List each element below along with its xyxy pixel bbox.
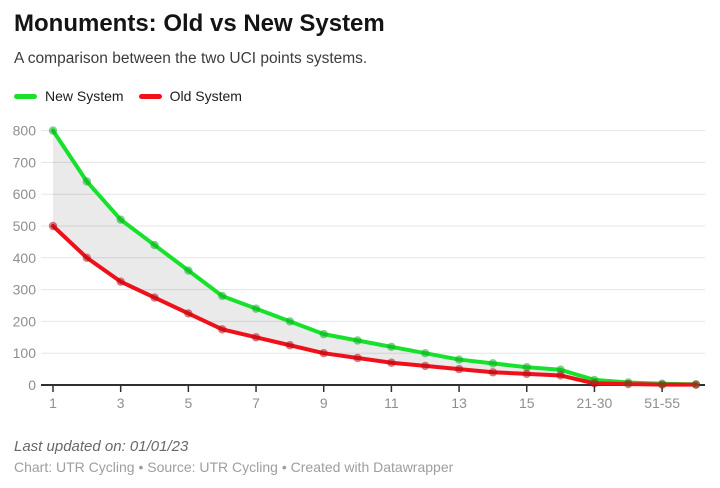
data-point-new-system-5[interactable] bbox=[184, 266, 193, 275]
data-point-old-system-14[interactable] bbox=[488, 368, 498, 377]
x-axis-label-1: 1 bbox=[49, 395, 57, 411]
legend: New System Old System bbox=[14, 88, 242, 104]
last-updated-note: Last updated on: 01/01/23 bbox=[14, 438, 189, 455]
y-axis-label-300: 300 bbox=[13, 282, 37, 298]
y-axis-label-500: 500 bbox=[13, 218, 37, 234]
x-axis-label-51-55: 51-55 bbox=[644, 395, 680, 411]
data-point-new-system-15[interactable] bbox=[522, 362, 531, 372]
data-point-old-system-11[interactable] bbox=[387, 358, 396, 367]
data-point-old-system-51-55[interactable] bbox=[657, 380, 667, 389]
y-axis-label-700: 700 bbox=[13, 154, 37, 170]
data-point-new-system-3[interactable] bbox=[116, 215, 125, 224]
data-point-old-system-7[interactable] bbox=[251, 333, 261, 342]
area-between-series bbox=[53, 130, 696, 385]
x-axis-label-15: 15 bbox=[519, 395, 535, 411]
data-point-old-system-16-20[interactable] bbox=[556, 371, 565, 380]
page-subtitle: A comparison between the two UCI points … bbox=[14, 50, 368, 67]
data-point-new-system-14[interactable] bbox=[488, 359, 498, 368]
data-point-old-system-8[interactable] bbox=[285, 341, 295, 350]
y-axis-label-600: 600 bbox=[13, 186, 37, 202]
series-line-new-system bbox=[51, 128, 698, 387]
data-point-new-system-8[interactable] bbox=[285, 317, 295, 326]
legend-label-old-system: Old System bbox=[169, 88, 242, 104]
data-point-new-system-11[interactable] bbox=[387, 342, 396, 352]
data-point-new-system-9[interactable] bbox=[319, 329, 328, 339]
legend-swatch-old-system-icon bbox=[138, 93, 162, 99]
page-title: Monuments: Old vs New System bbox=[14, 10, 385, 37]
x-axis-label-21-30: 21-30 bbox=[577, 395, 613, 411]
data-point-old-system-12[interactable] bbox=[421, 361, 430, 371]
chart-credit: Chart: UTR Cycling • Source: UTR Cycling… bbox=[14, 459, 454, 475]
data-point-new-system-10[interactable] bbox=[353, 336, 362, 345]
data-point-old-system-56-60[interactable] bbox=[691, 380, 701, 389]
line-chart[interactable]: 0 100 200 300 400 500 600 700 800 1 3 5 7 9 11 13 15 21-3… bbox=[0, 110, 720, 420]
legend-swatch-new-system-icon bbox=[14, 93, 37, 99]
data-point-old-system-9[interactable] bbox=[319, 349, 328, 358]
data-point-new-system-2[interactable] bbox=[82, 177, 92, 186]
legend-item-old-system: Old System bbox=[138, 88, 242, 104]
data-point-new-system-13[interactable] bbox=[454, 355, 464, 364]
data-point-old-system-1[interactable] bbox=[48, 221, 58, 231]
data-point-new-system-6[interactable] bbox=[218, 291, 227, 301]
x-axis-label-11: 11 bbox=[384, 395, 399, 411]
legend-label-new-system: New System bbox=[45, 88, 124, 104]
x-axis-label-13: 13 bbox=[451, 395, 467, 411]
legend-item-new-system: New System bbox=[14, 88, 124, 104]
y-axis-label-100: 100 bbox=[13, 345, 37, 361]
series-line-old-system bbox=[51, 224, 698, 387]
x-axis-label-3: 3 bbox=[117, 395, 125, 411]
data-point-old-system-15[interactable] bbox=[522, 369, 531, 379]
data-point-old-system-2[interactable] bbox=[82, 253, 92, 262]
data-point-new-system-12[interactable] bbox=[421, 349, 430, 358]
data-point-new-system-4[interactable] bbox=[150, 240, 159, 250]
data-point-old-system-21-30[interactable] bbox=[590, 379, 599, 388]
y-axis-label-0: 0 bbox=[28, 377, 36, 393]
y-axis-label-200: 200 bbox=[13, 313, 37, 329]
data-point-new-system-1[interactable] bbox=[48, 126, 58, 135]
data-point-old-system-4[interactable] bbox=[150, 293, 159, 302]
y-axis-label-800: 800 bbox=[13, 123, 37, 139]
data-point-old-system-3[interactable] bbox=[116, 277, 125, 286]
x-axis-label-7: 7 bbox=[252, 395, 260, 411]
data-point-new-system-7[interactable] bbox=[251, 304, 261, 313]
data-point-old-system-5[interactable] bbox=[184, 309, 193, 318]
data-point-old-system-10[interactable] bbox=[353, 353, 362, 363]
x-axis-label-5: 5 bbox=[184, 395, 192, 411]
x-axis-label-9: 9 bbox=[320, 395, 328, 411]
data-point-old-system-13[interactable] bbox=[454, 364, 464, 374]
y-axis-label-400: 400 bbox=[13, 250, 37, 266]
data-point-old-system-31-50[interactable] bbox=[624, 379, 633, 389]
data-point-old-system-6[interactable] bbox=[218, 325, 227, 334]
